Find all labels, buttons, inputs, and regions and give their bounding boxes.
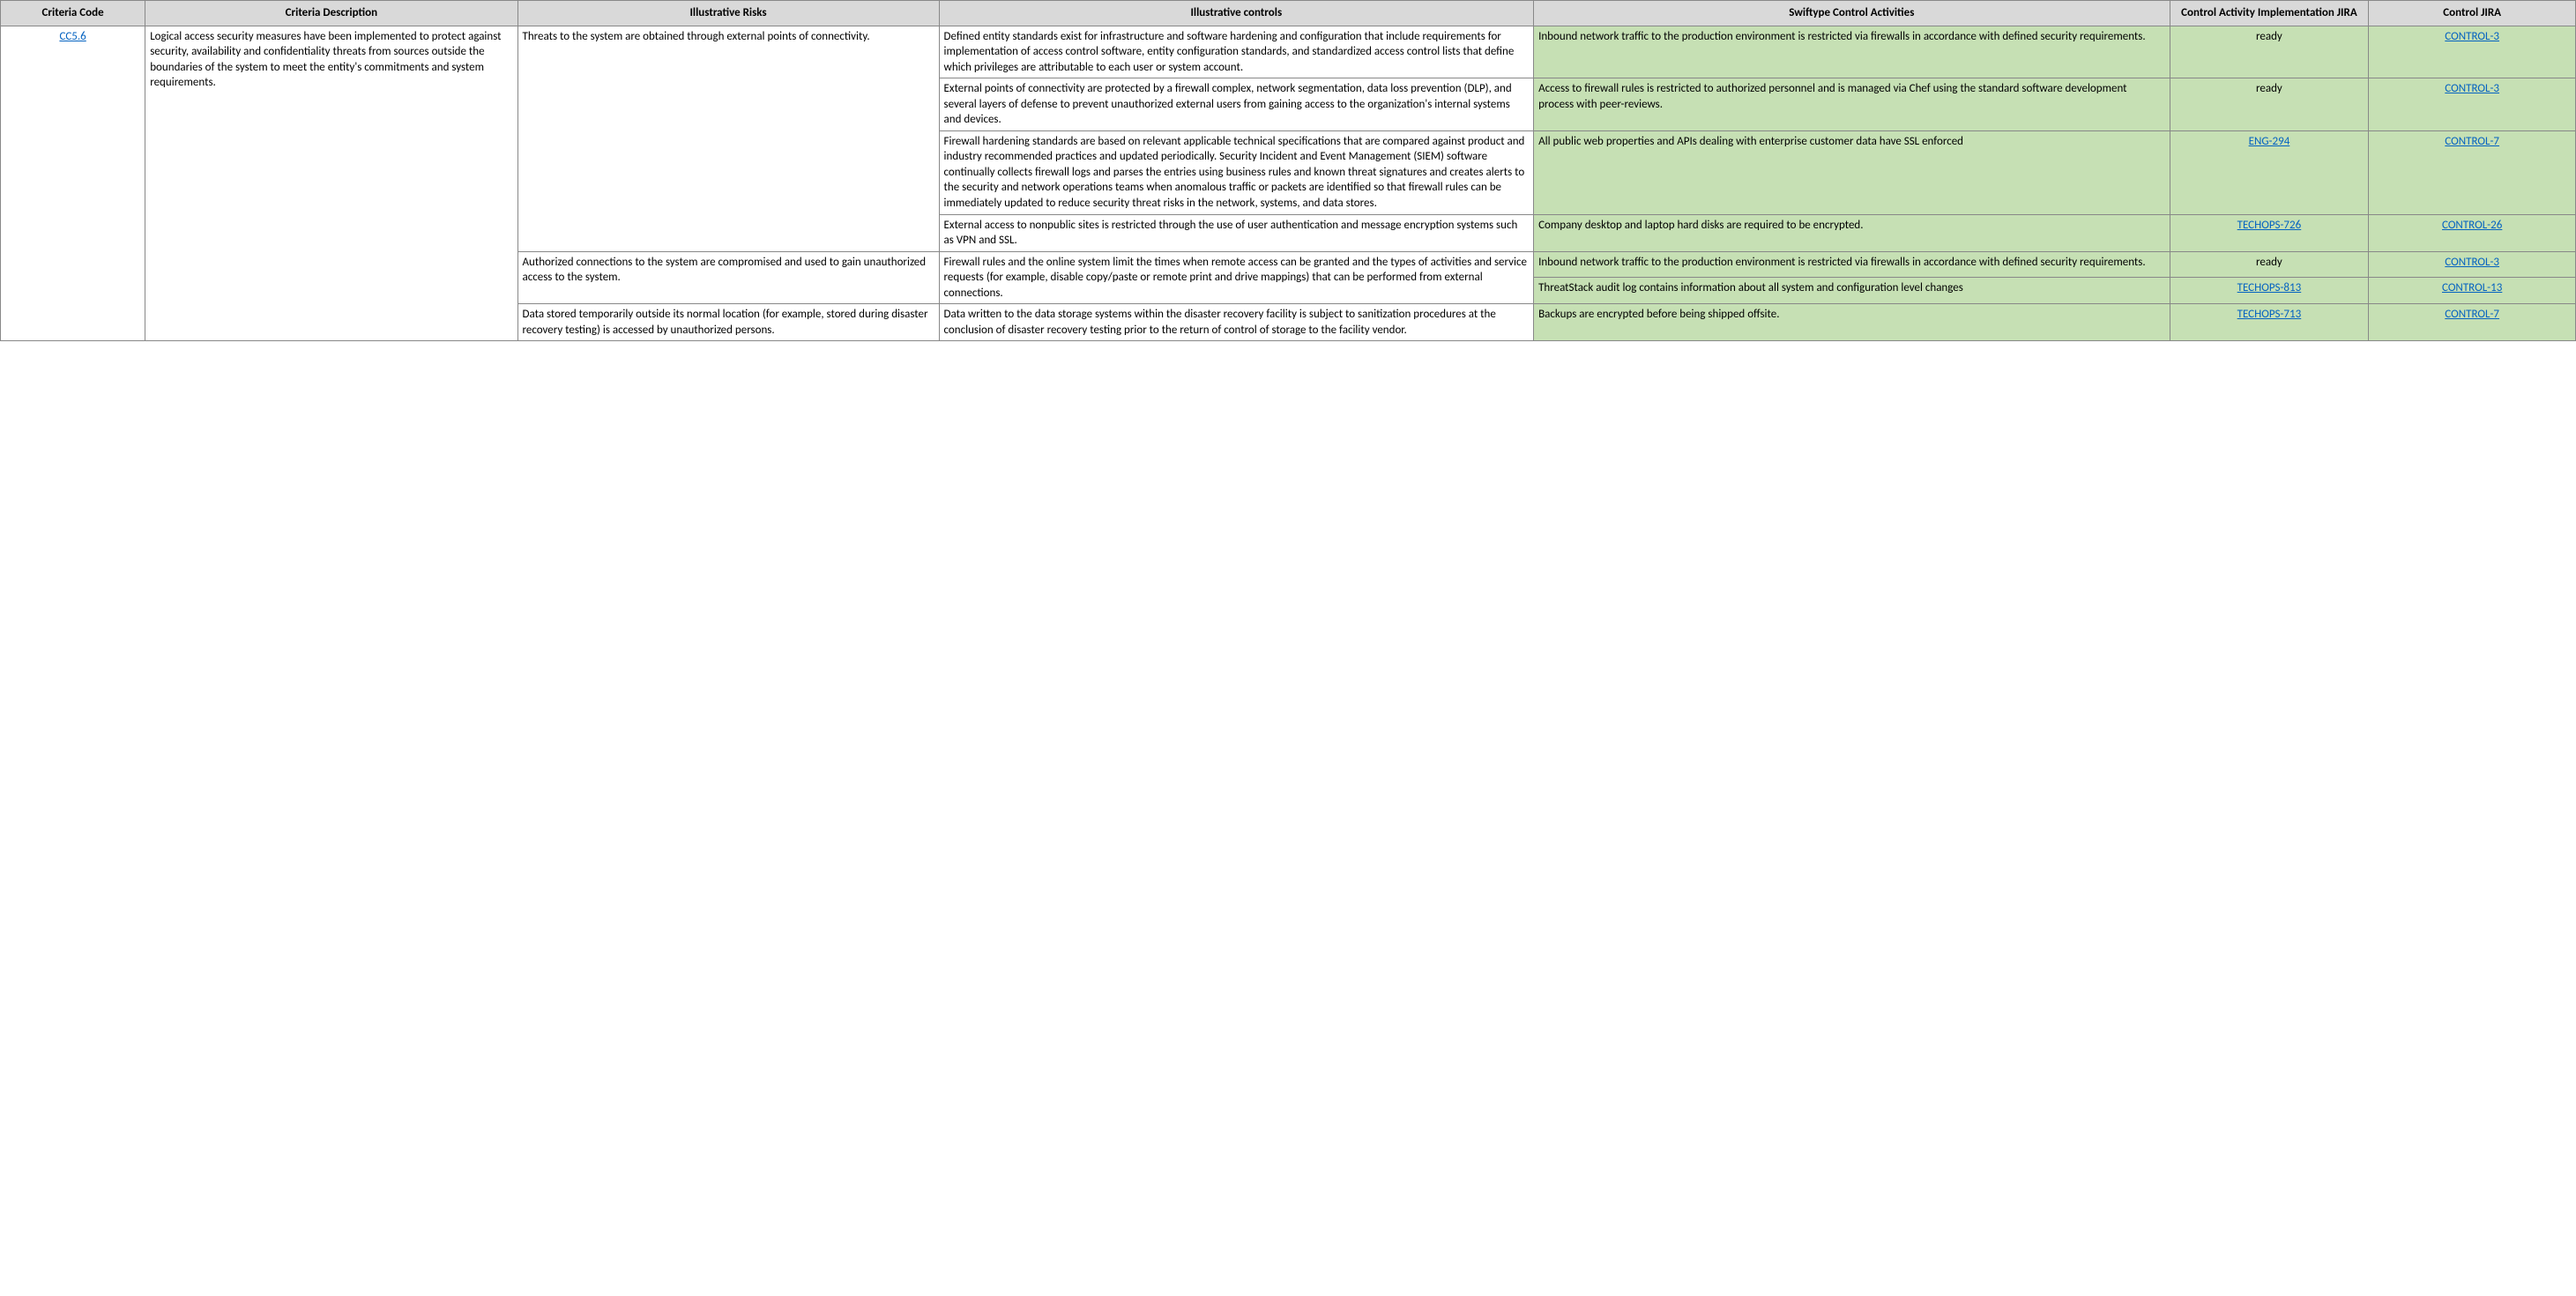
header-jira: Control JIRA xyxy=(2369,1,2576,26)
activity-cell: Backups are encrypted before being shipp… xyxy=(1534,304,2170,341)
jira-cell: CONTROL-7 xyxy=(2369,304,2576,341)
impl-cell: ready xyxy=(2170,78,2369,131)
header-risks: Illustrative Risks xyxy=(517,1,939,26)
jira-cell: CONTROL-13 xyxy=(2369,278,2576,304)
control-cell: Firewall rules and the online system lim… xyxy=(939,251,1534,304)
activity-cell: Access to firewall rules is restricted t… xyxy=(1534,78,2170,131)
risk-cell: Authorized connections to the system are… xyxy=(517,251,939,304)
jira-link[interactable]: CONTROL-7 xyxy=(2445,308,2499,321)
table-row: CC5.6 Logical access security measures h… xyxy=(1,26,2576,78)
jira-link[interactable]: CONTROL-3 xyxy=(2445,82,2499,95)
jira-cell: CONTROL-26 xyxy=(2369,214,2576,251)
jira-cell: CONTROL-7 xyxy=(2369,130,2576,214)
impl-cell: TECHOPS-713 xyxy=(2170,304,2369,341)
impl-link[interactable]: TECHOPS-726 xyxy=(2237,219,2302,232)
activity-cell: Inbound network traffic to the productio… xyxy=(1534,251,2170,278)
header-desc: Criteria Description xyxy=(145,1,517,26)
jira-link[interactable]: CONTROL-13 xyxy=(2442,281,2502,294)
impl-cell: TECHOPS-726 xyxy=(2170,214,2369,251)
criteria-table: Criteria Code Criteria Description Illus… xyxy=(0,0,2576,341)
criteria-description-cell: Logical access security measures have be… xyxy=(145,26,517,341)
criteria-code-cell: CC5.6 xyxy=(1,26,145,341)
impl-link[interactable]: TECHOPS-713 xyxy=(2237,308,2302,321)
control-cell: External points of connectivity are prot… xyxy=(939,78,1534,131)
jira-cell: CONTROL-3 xyxy=(2369,251,2576,278)
criteria-code-link[interactable]: CC5.6 xyxy=(59,30,86,43)
jira-link[interactable]: CONTROL-26 xyxy=(2442,219,2502,232)
impl-link[interactable]: TECHOPS-813 xyxy=(2237,281,2302,294)
impl-status: ready xyxy=(2256,256,2282,269)
header-controls: Illustrative controls xyxy=(939,1,1534,26)
activity-cell: All public web properties and APIs deali… xyxy=(1534,130,2170,214)
jira-link[interactable]: CONTROL-3 xyxy=(2445,30,2499,43)
control-cell: External access to nonpublic sites is re… xyxy=(939,214,1534,251)
jira-link[interactable]: CONTROL-7 xyxy=(2445,135,2499,148)
control-cell: Defined entity standards exist for infra… xyxy=(939,26,1534,78)
activity-cell: ThreatStack audit log contains informati… xyxy=(1534,278,2170,304)
impl-cell: TECHOPS-813 xyxy=(2170,278,2369,304)
impl-cell: ready xyxy=(2170,26,2369,78)
impl-cell: ENG-294 xyxy=(2170,130,2369,214)
impl-cell: ready xyxy=(2170,251,2369,278)
activity-cell: Inbound network traffic to the productio… xyxy=(1534,26,2170,78)
jira-cell: CONTROL-3 xyxy=(2369,78,2576,131)
risk-cell: Data stored temporarily outside its norm… xyxy=(517,304,939,341)
control-cell: Firewall hardening standards are based o… xyxy=(939,130,1534,214)
header-code: Criteria Code xyxy=(1,1,145,26)
header-activities: Swiftype Control Activities xyxy=(1534,1,2170,26)
header-row: Criteria Code Criteria Description Illus… xyxy=(1,1,2576,26)
risk-cell: Threats to the system are obtained throu… xyxy=(517,26,939,251)
control-cell: Data written to the data storage systems… xyxy=(939,304,1534,341)
jira-cell: CONTROL-3 xyxy=(2369,26,2576,78)
impl-link[interactable]: ENG-294 xyxy=(2249,135,2290,148)
header-impl: Control Activity Implementation JIRA xyxy=(2170,1,2369,26)
impl-status: ready xyxy=(2256,82,2282,95)
activity-cell: Company desktop and laptop hard disks ar… xyxy=(1534,214,2170,251)
jira-link[interactable]: CONTROL-3 xyxy=(2445,256,2499,269)
impl-status: ready xyxy=(2256,30,2282,43)
